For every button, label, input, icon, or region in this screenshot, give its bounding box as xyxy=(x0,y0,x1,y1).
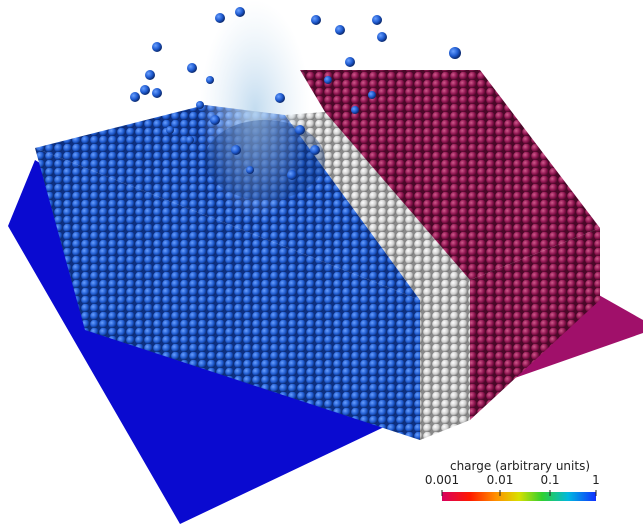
legend-tick-label: 0.1 xyxy=(540,473,559,487)
color-bar xyxy=(442,492,596,501)
legend-tick-label: 0.001 xyxy=(425,473,459,487)
legend-tick-label: 1 xyxy=(592,473,600,487)
legend-tick-label: 0.01 xyxy=(487,473,514,487)
color-legend: charge (arbitrary units) 0.001 0.01 0.1 … xyxy=(425,459,600,501)
plume xyxy=(200,0,325,220)
legend-title: charge (arbitrary units) xyxy=(450,459,590,473)
scene: charge (arbitrary units) 0.001 0.01 0.1 … xyxy=(0,0,643,531)
